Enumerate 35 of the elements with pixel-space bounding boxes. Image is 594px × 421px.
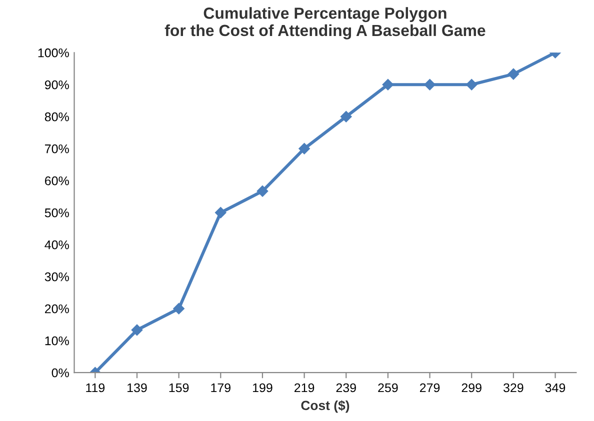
y-tick-label: 50% xyxy=(44,208,69,218)
y-tick-label: 60% xyxy=(45,176,69,186)
x-tick-label: 299 xyxy=(462,383,482,392)
x-tick-label: 279 xyxy=(420,383,440,392)
x-tick-label: 179 xyxy=(211,383,230,392)
y-tick-label: 70% xyxy=(45,144,69,154)
y-tick-label: 30% xyxy=(44,272,69,282)
point xyxy=(340,111,352,122)
x-tick-label: 329 xyxy=(503,383,524,392)
point xyxy=(215,207,226,218)
y-tick-label: 40% xyxy=(44,240,69,250)
y-tick-label: 100% xyxy=(38,48,69,58)
chart-title: Cumulative Percentage Polygon for the Cost of Attending A Baseball Game xyxy=(164,7,486,40)
x-tick-label: 259 xyxy=(378,383,398,392)
point xyxy=(256,186,268,197)
point xyxy=(131,324,143,336)
point xyxy=(382,79,394,90)
x-tick-label: 239 xyxy=(336,383,356,392)
x-tick-label: 139 xyxy=(128,383,147,392)
y-tick-label: 20% xyxy=(45,304,69,314)
point xyxy=(424,79,436,90)
point xyxy=(508,68,520,80)
point xyxy=(298,143,310,154)
x-axis-title: Cost ($) xyxy=(301,400,350,413)
point xyxy=(466,79,478,90)
y-tick-label: 10% xyxy=(45,336,69,346)
x-tick-label: 219 xyxy=(294,383,314,392)
x-tick-label: 199 xyxy=(253,383,272,392)
y-tick-label: 90% xyxy=(44,80,69,90)
x-tick-label: 119 xyxy=(86,383,105,392)
point xyxy=(173,302,184,314)
x-tick-label: 159 xyxy=(169,383,189,392)
x-tick-label: 349 xyxy=(545,383,566,392)
y-tick-label: 80% xyxy=(44,112,69,122)
y-tick-label: 0% xyxy=(52,368,69,378)
